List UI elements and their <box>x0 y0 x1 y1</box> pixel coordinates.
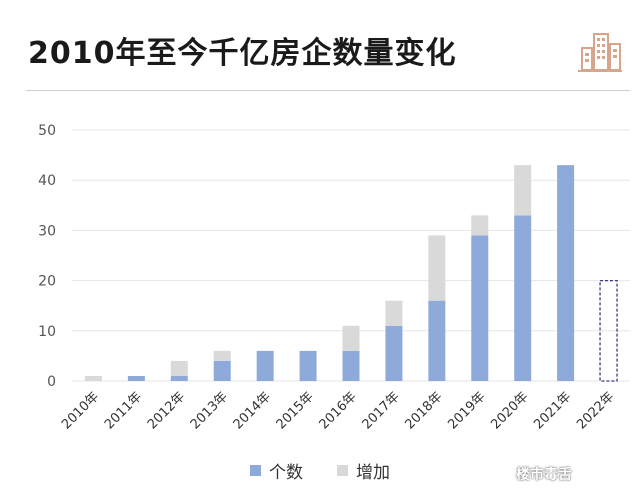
x-tick-label: 2016年 <box>317 389 360 432</box>
bar-count <box>127 375 145 381</box>
bar-projected <box>599 279 618 382</box>
x-tick-label: 2014年 <box>231 389 274 432</box>
bar-count <box>213 360 231 381</box>
y-tick-label: 40 <box>38 173 56 189</box>
x-tick-label: 2010年 <box>59 389 102 432</box>
y-tick-label: 50 <box>38 123 56 139</box>
bar-increase <box>471 215 489 236</box>
x-tick-label: 2011年 <box>102 389 145 432</box>
x-tick-label: 2017年 <box>360 389 403 432</box>
y-tick-label: 20 <box>38 274 56 290</box>
bar-increase <box>428 235 446 301</box>
x-tick-label: 2013年 <box>188 389 231 432</box>
bar-count <box>256 350 274 381</box>
bar-count <box>557 165 575 381</box>
bar-increase <box>514 165 532 216</box>
legend-swatch-count <box>250 465 261 476</box>
x-tick-label: 2018年 <box>402 389 445 432</box>
bar-count <box>385 325 403 381</box>
y-tick-label: 30 <box>38 223 56 239</box>
page-title: 2010年至今千亿房企数量变化 <box>28 36 457 71</box>
bar-count <box>514 215 532 381</box>
legend-label-increase: 增加 <box>356 463 390 483</box>
bar-count <box>342 350 360 381</box>
title-divider <box>26 90 630 91</box>
legend-swatch-increase <box>337 465 348 476</box>
y-tick-label: 0 <box>47 374 56 390</box>
bar-increase <box>84 375 102 381</box>
bar-increase <box>170 360 188 376</box>
bar-count <box>299 350 317 381</box>
legend-item-increase: 增加 <box>337 458 390 483</box>
bar-count <box>471 235 489 381</box>
x-tick-label: 2020年 <box>488 389 531 432</box>
bar-count <box>428 300 446 381</box>
bar-count <box>170 375 188 381</box>
bar-increase <box>385 300 403 326</box>
bar-increase <box>342 325 360 351</box>
x-tick-label: 2012年 <box>145 389 188 432</box>
watermark: 楼市毒舌 <box>516 467 572 483</box>
legend: 个数 增加 <box>0 458 640 483</box>
x-tick-label: 2019年 <box>445 389 488 432</box>
x-tick-label: 2015年 <box>274 389 317 432</box>
x-tick-label: 2021年 <box>531 389 574 432</box>
x-tick-label: 2022年 <box>574 389 617 432</box>
bar-increase <box>213 350 231 361</box>
legend-item-count: 个数 <box>250 458 303 483</box>
y-tick-label: 10 <box>38 324 56 340</box>
buildings-icon <box>574 26 626 78</box>
legend-label-count: 个数 <box>269 463 303 483</box>
